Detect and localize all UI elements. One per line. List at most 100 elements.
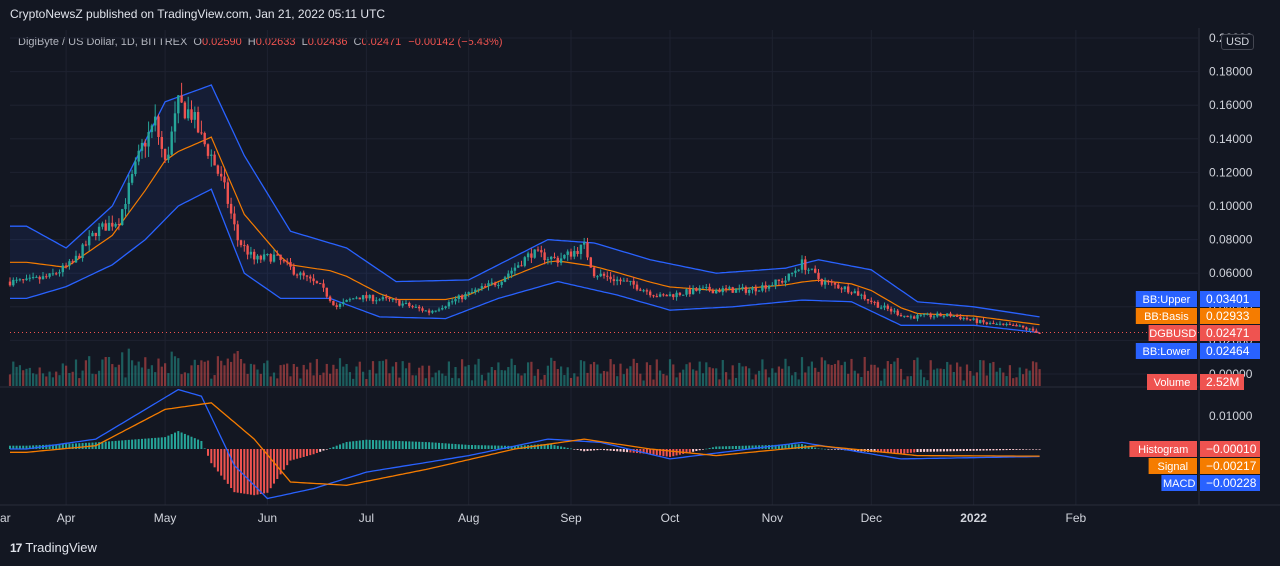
- candle-body: [589, 257, 592, 268]
- volume-bar: [61, 363, 64, 386]
- volume-bar: [863, 356, 866, 386]
- volume-bar: [1038, 369, 1041, 386]
- candle-body: [1008, 324, 1012, 326]
- candle-body: [253, 251, 256, 260]
- histogram-bar: [108, 441, 110, 449]
- histogram-bar: [952, 449, 955, 452]
- time-tick-label: Feb: [1066, 511, 1087, 525]
- volume-bar: [487, 372, 490, 386]
- histogram-bar: [593, 449, 596, 451]
- histogram-bar: [68, 443, 71, 449]
- candle-body: [206, 144, 210, 156]
- histogram-bar: [708, 448, 711, 449]
- histogram-bar: [263, 449, 266, 494]
- candle-body: [312, 278, 315, 282]
- histogram-bar: [147, 438, 150, 449]
- low-key: L: [301, 36, 308, 48]
- histogram-bar: [603, 449, 605, 451]
- candle-body: [784, 280, 787, 283]
- candle-body: [444, 306, 447, 308]
- histogram-bar: [985, 449, 988, 451]
- candle-body: [566, 251, 569, 255]
- histogram-bar: [55, 444, 58, 449]
- volume-bar: [414, 375, 417, 386]
- candle-body: [368, 295, 371, 299]
- candle-body: [583, 242, 586, 245]
- time-tick-label: Nov: [762, 511, 783, 525]
- candle-body: [998, 323, 1002, 325]
- candle-body: [870, 300, 873, 302]
- volume-bar: [213, 375, 216, 386]
- footer-brand: 17 TradingView: [10, 540, 97, 555]
- volume-bar: [583, 361, 586, 386]
- candle-body: [942, 316, 946, 318]
- volume-bar: [923, 377, 926, 386]
- candle-body: [183, 102, 187, 119]
- ohlc-legend: DigiByte / US Dollar, 1D, BITTREX O0.025…: [18, 36, 502, 48]
- volume-bar: [850, 358, 853, 386]
- histogram-bar: [32, 445, 35, 449]
- volume-bar: [193, 359, 196, 386]
- candle-body: [979, 320, 982, 323]
- price-chart[interactable]: 0.200000.180000.160000.140000.120000.100…: [0, 28, 1280, 532]
- volume-bar: [71, 371, 74, 386]
- candle-body: [975, 318, 979, 323]
- histogram-bar: [315, 449, 318, 454]
- candle-body: [616, 279, 619, 282]
- histogram-bar: [220, 449, 223, 476]
- volume-bar: [523, 373, 526, 386]
- candle-body: [751, 287, 754, 290]
- histogram-bar: [1018, 449, 1021, 450]
- candle-body: [243, 245, 246, 247]
- volume-bar: [860, 377, 863, 386]
- candle-body: [543, 252, 546, 261]
- candle-body: [41, 276, 45, 280]
- candle-body: [553, 256, 556, 258]
- histogram-bar: [596, 449, 599, 451]
- candle-body: [338, 304, 342, 307]
- volume-bar: [642, 380, 645, 386]
- histogram-bar: [896, 449, 899, 454]
- candle-body: [394, 298, 398, 301]
- histogram-bar: [718, 446, 721, 449]
- candle-body: [886, 305, 889, 309]
- volume-bar: [682, 369, 685, 386]
- candle-body: [995, 323, 998, 325]
- volume-bar: [299, 378, 302, 386]
- volume-bar: [292, 364, 295, 386]
- histogram-bar: [570, 448, 572, 450]
- candle-body: [35, 276, 38, 278]
- volume-bar: [711, 368, 714, 386]
- histogram-bar: [457, 444, 460, 449]
- histogram-bar: [655, 449, 658, 456]
- candle-body: [883, 305, 886, 308]
- price-tick-label: 0.08000: [1209, 233, 1253, 247]
- candle-body: [335, 305, 338, 307]
- currency-button[interactable]: USD: [1221, 34, 1255, 50]
- candle-body: [909, 316, 913, 318]
- candle-body: [398, 300, 401, 306]
- indicator-value: −0.00228: [1206, 476, 1257, 490]
- histogram-bar: [966, 449, 968, 451]
- candle-body: [612, 279, 616, 282]
- candle-body: [292, 266, 295, 275]
- candle-body: [150, 125, 154, 133]
- candle-body: [484, 286, 487, 288]
- histogram-bar: [358, 440, 361, 449]
- histogram-bar: [25, 445, 28, 449]
- candle-body: [200, 132, 203, 134]
- volume-bar: [1028, 370, 1031, 386]
- volume-bar: [332, 364, 335, 386]
- volume-bar: [738, 362, 741, 386]
- histogram-bar: [995, 449, 998, 451]
- candle-body: [926, 313, 929, 315]
- candle-body: [992, 322, 995, 324]
- histogram-bar: [167, 435, 170, 449]
- candle-body: [269, 254, 272, 262]
- volume-bar: [480, 374, 483, 386]
- histogram-bar: [48, 444, 51, 449]
- candle-body: [104, 223, 107, 231]
- volume-bar: [840, 365, 843, 386]
- volume-bar: [124, 377, 127, 386]
- candle-body: [804, 259, 807, 270]
